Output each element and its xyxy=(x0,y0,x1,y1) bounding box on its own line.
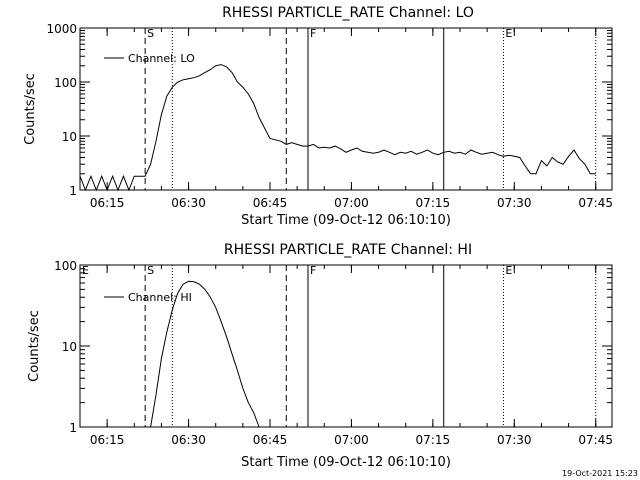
y-tick-label: 100 xyxy=(54,76,77,90)
series-layer xyxy=(150,280,260,428)
marker-label: S xyxy=(147,27,154,40)
y-axis-label: Counts/sec xyxy=(23,73,38,145)
x-axis: 06:15 06:30 06:45 07:00 07:15 07:30 07:45 xyxy=(79,28,613,210)
legend: Channel: LO xyxy=(104,52,195,65)
x-tick-label: 06:30 xyxy=(171,433,206,447)
x-tick-label: 06:30 xyxy=(171,196,206,210)
timestamp: 19-Oct-2021 15:23 xyxy=(562,469,638,478)
x-tick-label: 07:00 xyxy=(334,196,369,210)
y-axis: 1 10 100 1000 xyxy=(46,22,612,198)
marker-label: E xyxy=(505,27,512,40)
y-tick-label: 10 xyxy=(62,340,77,354)
y-tick-label: 100 xyxy=(54,259,77,273)
plot-frame xyxy=(79,27,613,191)
lo-channel-panel: RHESSI PARTICLE_RATE Channel: LO 06:15 06… xyxy=(23,5,613,228)
x-tick-label: 07:30 xyxy=(497,433,532,447)
x-tick-label: 07:15 xyxy=(416,196,451,210)
y-tick-label: 1 xyxy=(69,421,77,435)
chart-title: RHESSI PARTICLE_RATE Channel: LO xyxy=(222,5,474,21)
legend-entry: Channel: HI xyxy=(128,291,192,304)
marker-label: F xyxy=(310,264,316,277)
series-line xyxy=(150,280,260,428)
x-tick-label: 06:15 xyxy=(90,196,125,210)
x-tick-label: 07:45 xyxy=(578,196,613,210)
chart-title: RHESSI PARTICLE_RATE Channel: HI xyxy=(224,242,472,258)
series-layer xyxy=(79,64,596,192)
x-tick-label: 06:45 xyxy=(253,196,288,210)
y-axis: 1 10 100 xyxy=(54,259,612,435)
marker-label: S xyxy=(147,264,154,277)
series-line xyxy=(79,64,596,192)
x-axis-label: Start Time (09-Oct-12 06:10:10) xyxy=(241,213,451,228)
y-axis-label: Counts/sec xyxy=(27,310,42,382)
y-tick-label: 1000 xyxy=(46,22,77,36)
plot-frame xyxy=(79,264,613,428)
x-tick-label: 06:45 xyxy=(253,433,288,447)
x-tick-label: 07:30 xyxy=(497,196,532,210)
y-tick-label: 10 xyxy=(62,130,77,144)
legend: Channel: HI xyxy=(104,291,192,304)
marker-label: E xyxy=(505,264,512,277)
marker-label: F xyxy=(310,27,316,40)
x-axis: 06:15 06:30 06:45 07:00 07:15 07:30 07:45 xyxy=(79,265,613,447)
x-tick-label: 06:15 xyxy=(90,433,125,447)
y-tick-label: 1 xyxy=(69,184,77,198)
hi-channel-panel: RHESSI PARTICLE_RATE Channel: HI 06:15 06… xyxy=(27,242,613,470)
x-tick-label: 07:15 xyxy=(416,433,451,447)
x-axis-label: Start Time (09-Oct-12 06:10:10) xyxy=(241,455,451,470)
legend-entry: Channel: LO xyxy=(128,52,195,65)
x-tick-label: 07:45 xyxy=(578,433,613,447)
x-tick-label: 07:00 xyxy=(334,433,369,447)
marker-label: E xyxy=(82,264,89,277)
